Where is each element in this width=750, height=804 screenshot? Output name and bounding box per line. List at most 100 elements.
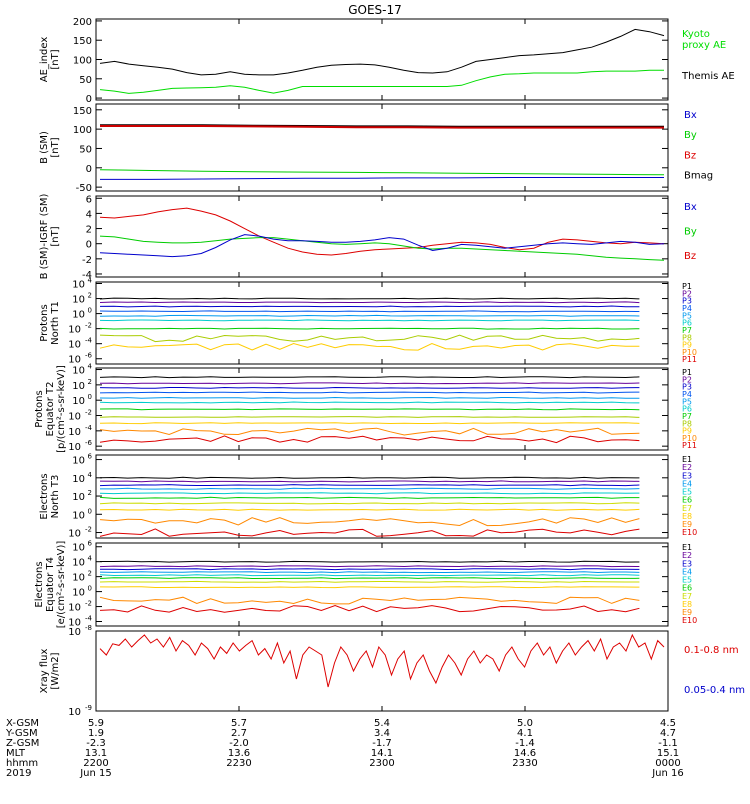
y-axis-label: Xray flux [39, 649, 50, 694]
y-axis-label: [W/m2] [50, 652, 61, 689]
panel-frame [95, 542, 669, 627]
channel-label-p10: P10 [682, 434, 697, 443]
y-axis-label: North T3 [50, 475, 61, 519]
y-tick-exponent: -2 [85, 409, 92, 417]
channel-label-p9: P9 [682, 341, 692, 350]
channel-line [99, 342, 640, 351]
channel-line [99, 396, 640, 399]
channel-label-e2: E2 [682, 463, 692, 472]
channel-line [99, 502, 640, 505]
channel-label-p5: P5 [682, 397, 692, 406]
y-tick-label: -2 [82, 255, 92, 266]
orbit-value: -1.4 [515, 738, 535, 749]
y-tick-label: 10 [72, 396, 85, 407]
channel-line [99, 391, 640, 394]
y-tick-exponent: 0 [88, 507, 92, 515]
y-tick-label: 150 [73, 36, 92, 47]
y-tick-label: -4 [82, 270, 92, 281]
orbit-row: hhmm 2200 2230 2300 2330 0000 [6, 758, 681, 769]
y-tick-label: 0 [86, 164, 92, 175]
orbit-value: 2200 [83, 758, 108, 769]
channel-line [99, 416, 640, 418]
y-tick-label: 10 [68, 618, 81, 629]
series-line [100, 177, 664, 180]
legend-bmag: Bmag [684, 171, 713, 182]
y-tick-label: 10 [68, 340, 81, 351]
channel-label-e8: E8 [682, 600, 692, 609]
orbit-value: 5.4 [374, 718, 390, 729]
channel-line [99, 319, 640, 322]
channel-line [99, 401, 640, 404]
channel-line [99, 334, 640, 343]
series-line [99, 169, 665, 176]
orbit-value: 4.1 [517, 728, 533, 739]
channel-label-p5: P5 [682, 311, 692, 320]
channel-label-p7: P7 [682, 326, 692, 335]
legend-by: By [684, 130, 697, 141]
channel-line [99, 327, 640, 330]
channel-label-e7: E7 [682, 504, 692, 513]
orbit-value: 2230 [226, 758, 251, 769]
panel-frame [95, 630, 669, 712]
y-tick-exponent: 4 [88, 363, 93, 371]
orbit-value: 13.6 [228, 748, 250, 759]
orbit-row-label: Z-GSM [6, 738, 39, 749]
y-tick-label: 10 [72, 295, 85, 306]
y-tick-label: 10 [72, 381, 85, 392]
y-axis-label: B (SM)-IGRF (SM) [39, 194, 50, 280]
series-line [99, 235, 665, 261]
orbit-row-label: 2019 [6, 768, 31, 779]
legend-xray-long: 0.1-0.8 nm [684, 645, 739, 656]
series-line [99, 234, 665, 258]
orbit-value: 1.9 [88, 728, 104, 739]
channel-label-p10: P10 [682, 348, 697, 357]
orbit-row-label: MLT [6, 748, 26, 759]
y-tick-exponent: -4 [85, 337, 93, 345]
series-line [99, 28, 665, 76]
channel-line [99, 580, 640, 583]
legend-xray-short: 0.05-0.4 nm [684, 685, 745, 696]
channel-line [99, 604, 640, 613]
y-tick-label: 10 [72, 558, 85, 569]
y-tick-label: 10 [68, 603, 81, 614]
channel-label-p7: P7 [682, 412, 692, 421]
channel-line [99, 517, 640, 527]
legend-by: By [684, 227, 697, 238]
orbit-value: 13.1 [85, 748, 107, 759]
orbit-value: 0000 [655, 758, 680, 769]
y-tick-label: 10 [68, 627, 81, 638]
y-tick-exponent: 0 [88, 585, 92, 593]
orbit-value: -1.1 [658, 738, 678, 749]
channel-label-e5: E5 [682, 576, 692, 585]
panel-3: -4 -2 0 2 4 6 B (SM)-IGRF (SM) [nT] Bx By Bz [39, 194, 697, 281]
channel-line [99, 574, 640, 577]
y-tick-label: 10 [72, 474, 85, 485]
y-tick-exponent: 2 [88, 570, 92, 578]
y-tick-label: 10 [72, 366, 85, 377]
orbit-value: 5.9 [88, 718, 104, 729]
y-tick-exponent: -2 [85, 322, 92, 330]
series-line [99, 207, 665, 256]
orbit-row-label: X-GSM [6, 718, 39, 729]
channel-line [100, 560, 640, 563]
channel-label-p3: P3 [682, 383, 692, 392]
channel-label-p11: P11 [682, 441, 697, 450]
orbit-row: X-GSM 5.9 5.7 5.4 5.0 4.5 [6, 718, 676, 729]
channel-line [99, 310, 640, 313]
channel-line [99, 314, 640, 317]
orbit-value: 2.7 [231, 728, 247, 739]
legend-bz: Bz [684, 150, 696, 161]
orbit-value: 4.7 [660, 728, 676, 739]
channel-label-p6: P6 [682, 405, 692, 414]
y-axis-label: [nT] [50, 137, 61, 157]
y-tick-label: 10 [68, 355, 81, 366]
y-axis-label: Electrons [39, 473, 50, 519]
y-axis-label: B (SM) [39, 131, 50, 164]
orbit-value: 2330 [512, 758, 537, 769]
orbit-value: 3.4 [374, 728, 390, 739]
y-axis-label: [p/(cm²-s-sr-keV)] [56, 365, 67, 453]
channel-label-e10: E10 [682, 616, 697, 625]
channel-label-p1: P1 [682, 368, 692, 377]
